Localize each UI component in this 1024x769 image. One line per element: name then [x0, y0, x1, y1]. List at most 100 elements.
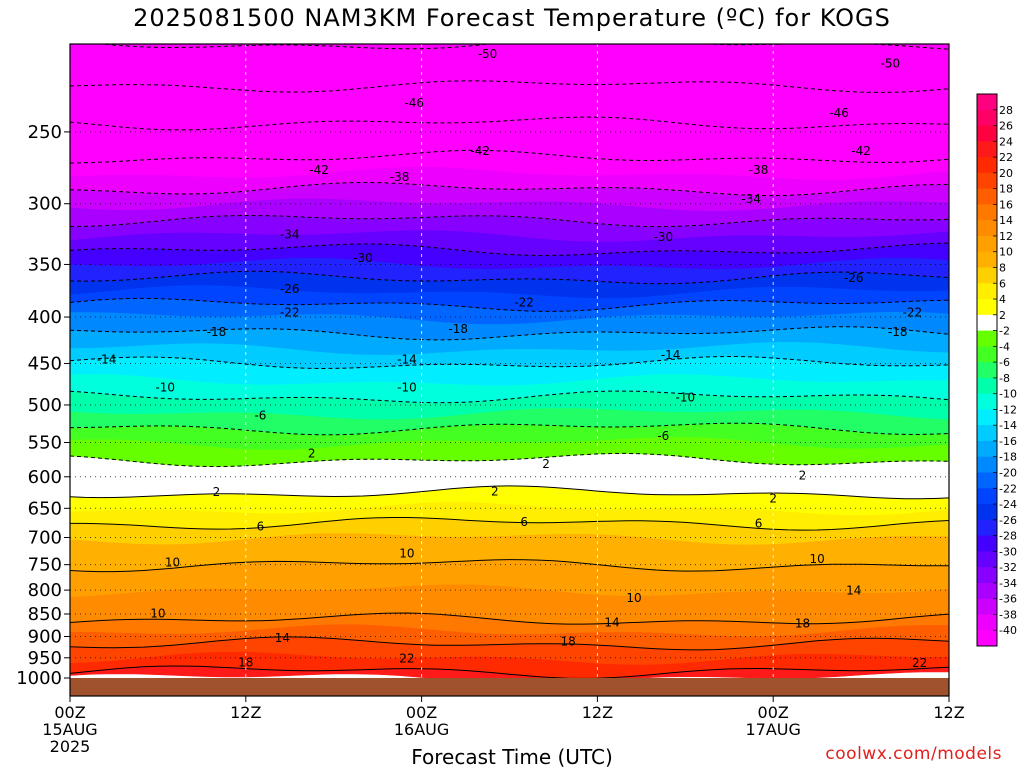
contour-label: 10: [165, 556, 180, 570]
contour-label: -14: [661, 348, 681, 362]
contour-label: -22: [903, 306, 923, 320]
watermark-url: coolwx.com/models: [825, 744, 1002, 764]
colorbar-swatch: [977, 94, 997, 111]
contour-label: 18: [238, 655, 253, 669]
contour-label: 2: [799, 468, 807, 482]
isotherm-line: [70, 612, 949, 625]
colorbar-swatch: [977, 346, 997, 363]
colorbar-label: -40: [999, 624, 1017, 637]
contour-label: -42: [309, 163, 329, 177]
x-tick-label: 12Z: [582, 703, 613, 722]
colorbar-swatch: [977, 172, 997, 190]
contour-label: -6: [657, 429, 669, 443]
colorbar-label: 22: [999, 151, 1013, 164]
y-tick-label: 650: [28, 498, 62, 519]
colorbar-label: 4: [999, 293, 1006, 306]
y-tick-label: 350: [28, 254, 62, 275]
contour-label: -46: [829, 106, 849, 120]
y-tick-label: 400: [28, 307, 62, 328]
y-tick-label: 300: [28, 194, 62, 215]
colorbar-swatch: [977, 220, 997, 237]
x-tick-label: 00Z: [406, 703, 437, 722]
y-tick-label: 500: [28, 395, 62, 416]
contour-label: 2: [542, 457, 550, 471]
colorbar-label: -16: [999, 435, 1017, 448]
contour-label: -22: [280, 306, 300, 320]
contour-label: -10: [397, 381, 417, 395]
contour-label: -14: [397, 353, 417, 367]
colorbar-swatch: [977, 188, 997, 205]
y-tick-label: 750: [28, 555, 62, 576]
y-tick-label: 450: [28, 353, 62, 374]
colorbar-swatch: [977, 393, 997, 410]
y-tick-label: 700: [28, 527, 62, 548]
isotherm-contours: [70, 44, 949, 678]
colorbar-label: -36: [999, 593, 1017, 606]
colorbar-label: -32: [999, 561, 1017, 574]
colorbar-label: -6: [999, 356, 1010, 369]
colorbar-swatch: [977, 535, 997, 552]
colorbar-swatch: [977, 425, 997, 442]
colorbar-swatch: [977, 235, 997, 253]
contour-label: 14: [604, 616, 619, 630]
y-tick-label: 850: [28, 604, 62, 625]
colorbar-label: 16: [999, 198, 1013, 211]
colorbar-label: 6: [999, 277, 1006, 290]
contour-label: 10: [399, 546, 414, 560]
contour-label: -42: [851, 144, 871, 158]
colorbar-swatch: [977, 472, 997, 489]
y-tick-label: 1000: [16, 668, 62, 689]
colorbar-swatch: [977, 267, 997, 284]
isotherm-line: [70, 517, 949, 531]
colorbar-swatch: [977, 440, 997, 458]
contour-label: 2: [769, 491, 777, 505]
contour-label: -42: [470, 144, 490, 158]
colorbar-swatch: [977, 377, 997, 395]
colorbar-swatch: [977, 567, 997, 584]
ground-surface: [70, 678, 949, 696]
x-tick-label: 17AUG: [745, 720, 800, 739]
colorbar-swatch: [977, 519, 997, 537]
colorbar-label: -34: [999, 577, 1017, 590]
colorbar-swatch: [977, 251, 997, 268]
colorbar-swatch: [977, 204, 997, 221]
x-tick-label: 15AUG: [42, 720, 97, 739]
colorbar-label: 12: [999, 230, 1013, 243]
colorbar-label: 18: [999, 183, 1013, 196]
x-tick-label: 00Z: [758, 703, 789, 722]
colorbar-label: -28: [999, 530, 1017, 543]
colorbar-swatch: [977, 141, 997, 158]
colorbar-label: 28: [999, 104, 1013, 117]
contour-label: -30: [654, 230, 674, 244]
contour-labels: -50 -50 -46 -46 -42 -42 -42 -38 -38 -34 -34 -30 -30 -…: [97, 47, 928, 670]
contour-label: 22: [399, 651, 414, 665]
y-tick-label: 250: [28, 122, 62, 143]
isotherm-line: [70, 485, 949, 500]
grid-lines: [70, 44, 949, 678]
contour-label: -26: [280, 282, 300, 296]
contour-label: 10: [150, 607, 165, 621]
contour-label: -22: [514, 295, 534, 309]
x-tick-label: 00Z: [54, 703, 85, 722]
colorbar-swatch: [977, 582, 997, 600]
x-axis-title: Forecast Time (UTC): [411, 745, 613, 769]
contour-label: 14: [275, 631, 290, 645]
colorbar-swatch: [977, 109, 997, 127]
contour-label: 18: [560, 634, 575, 648]
colorbar-swatch: [977, 299, 997, 316]
colorbar-swatch: [977, 409, 997, 426]
contour-label: 22: [912, 656, 927, 670]
contour-label: 10: [626, 591, 641, 605]
y-tick-label: 600: [28, 467, 62, 488]
y-tick-label: 950: [28, 648, 62, 669]
contour-label: 6: [520, 515, 528, 529]
contour-label: 10: [810, 552, 825, 566]
colorbar-legend: 28 26 24 22 20 18 16 14 12 10 8 6 4 2 -2 -4 -6 -8 -10 -12 -1…: [976, 93, 1017, 647]
colorbar-swatch: [977, 551, 997, 568]
contour-label: -34: [741, 192, 761, 206]
contour-label: 14: [846, 584, 861, 598]
isotherm-line: [70, 665, 949, 678]
y-tick-label: 900: [28, 626, 62, 647]
